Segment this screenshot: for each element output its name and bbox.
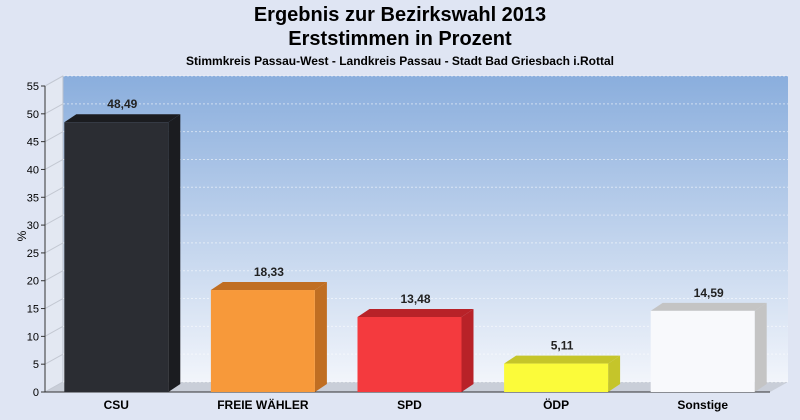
bar-top [650,302,767,311]
bar [650,310,755,392]
grid-line-side [44,325,64,337]
side-wall [44,75,64,393]
grid-line-side [44,159,64,170]
chart-caption: Stimmkreis Passau-West - Landkreis Passa… [186,54,614,68]
grid-line-side [44,381,64,393]
grid-line-side [44,298,64,309]
x-tick-label: FREIE WÄHLER [217,397,309,412]
bar-group: 18,33 FREIE WÄHLER [210,265,327,412]
bar-side [754,302,767,392]
chart-subtitle: Erststimmen in Prozent [288,28,512,50]
y-tick-label: 20 [27,276,39,288]
bar-side [608,355,621,392]
bar-group: 14,59 Sonstige [650,286,767,412]
y-tick-label: 0 [33,387,39,399]
x-tick-label: ÖDP [543,397,569,412]
bar-group: 13,48 SPD [357,292,474,412]
bar-top [357,309,474,318]
y-tick-label: 30 [27,220,39,232]
bar-side [461,309,474,392]
y-axis-label: % [15,230,29,241]
bar-group: 48,49 CSU [64,97,181,412]
data-label: 48,49 [107,97,137,111]
grid-line-side [44,186,64,198]
bar [504,363,609,392]
y-tick-label: 5 [33,359,39,371]
bar [357,317,462,392]
bar-top [210,282,327,291]
grid-line-side [44,103,64,115]
grid-line-side [44,131,64,143]
grid-line-side [44,270,64,282]
y-tick-label: 35 [27,192,39,204]
data-label: 14,59 [694,286,724,300]
grid-line-side [44,75,64,87]
y-tick-label: 50 [27,109,39,121]
y-tick-label: 10 [27,331,39,343]
data-label: 5,11 [551,339,574,353]
grid-line-side [44,214,64,226]
bar-top [64,114,181,123]
x-tick-label: CSU [104,398,129,412]
bar-side [314,282,327,392]
y-tick-label: 55 [27,81,39,93]
y-tick-label: 25 [27,248,39,260]
grid-line-side [44,242,64,254]
chart-title: Ergebnis zur Bezirkswahl 2013 [253,4,547,26]
y-tick-label: 15 [27,304,39,316]
bar-side [168,114,181,393]
data-label: 18,33 [254,265,284,279]
bar [64,122,169,393]
bar-group: 5,11 ÖDP [504,339,621,412]
x-tick-label: SPD [397,398,422,412]
bar-top [504,355,621,364]
plot-area: 0 5 10 15 20 25 30 35 40 45 50 55 48,49 CSU 18,33 FREIE… [27,75,788,412]
x-tick-label: Sonstige [677,398,728,412]
grid-line-side [44,353,64,365]
bar [210,290,315,392]
y-tick-label: 45 [27,137,39,149]
y-tick-label: 40 [27,164,39,176]
data-label: 13,48 [400,292,430,306]
